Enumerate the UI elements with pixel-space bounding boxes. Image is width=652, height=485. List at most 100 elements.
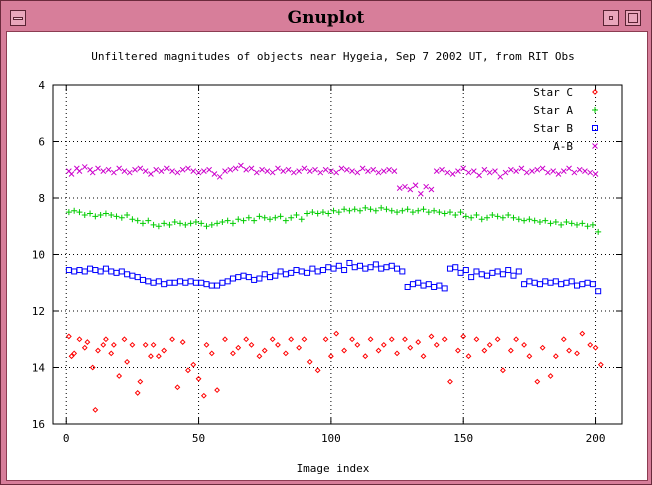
- legend-marker: [592, 125, 598, 131]
- data-point: [198, 220, 205, 227]
- data-point: [592, 344, 599, 351]
- data-point: [296, 168, 302, 175]
- data-point: [568, 220, 575, 227]
- data-point: [399, 207, 406, 214]
- window-menu-button[interactable]: [10, 10, 26, 26]
- y-tick-label: 12: [32, 305, 45, 318]
- data-point: [153, 166, 160, 173]
- data-point: [216, 173, 223, 180]
- data-point: [486, 341, 493, 348]
- data-point: [407, 186, 414, 193]
- data-point: [309, 265, 316, 272]
- data-point: [388, 262, 395, 269]
- data-point: [346, 259, 353, 266]
- data-point: [126, 169, 133, 176]
- data-point: [182, 279, 189, 286]
- data-point: [102, 265, 109, 272]
- data-point: [203, 341, 210, 348]
- data-point: [375, 347, 382, 354]
- series-star-c: [65, 330, 604, 413]
- grid: [53, 85, 622, 424]
- data-point: [179, 166, 186, 173]
- data-point: [211, 171, 218, 177]
- data-point: [552, 219, 559, 226]
- data-point: [142, 168, 149, 175]
- data-point: [129, 216, 136, 223]
- data-point: [121, 336, 128, 343]
- data-point: [330, 207, 337, 214]
- data-point: [399, 268, 406, 275]
- data-point: [367, 336, 374, 343]
- title-bar[interactable]: Gnuplot: [5, 5, 647, 29]
- data-point: [177, 278, 184, 285]
- data-point: [89, 364, 96, 371]
- y-tick-label: 16: [32, 418, 45, 431]
- data-point: [335, 262, 342, 269]
- data-point: [290, 169, 297, 176]
- data-point: [261, 214, 268, 221]
- data-point: [378, 265, 385, 272]
- y-tick-label: 4: [38, 79, 45, 92]
- data-point: [280, 168, 287, 175]
- data-point: [185, 367, 191, 374]
- data-point: [139, 276, 146, 283]
- data-point: [97, 268, 104, 275]
- data-point: [137, 378, 144, 385]
- data-point: [102, 210, 109, 217]
- data-point: [452, 264, 459, 271]
- data-point: [552, 278, 559, 285]
- maximize-button[interactable]: [625, 10, 641, 26]
- data-point: [441, 285, 448, 292]
- x-tick-label: 200: [586, 432, 606, 445]
- data-point: [81, 164, 88, 170]
- data-point: [341, 206, 348, 213]
- data-point: [325, 210, 332, 217]
- data-point: [378, 204, 385, 211]
- data-point: [486, 169, 493, 176]
- data-point: [518, 165, 525, 172]
- data-point: [584, 279, 591, 286]
- data-point: [84, 339, 91, 345]
- data-point: [293, 211, 300, 218]
- data-point: [301, 165, 308, 172]
- data-point: [447, 378, 453, 385]
- data-point: [116, 165, 123, 172]
- data-point: [248, 341, 255, 348]
- data-point: [293, 267, 300, 274]
- x-axis-label: Image index: [297, 462, 370, 475]
- data-point: [574, 350, 580, 357]
- data-point: [415, 279, 422, 286]
- data-point: [468, 214, 475, 221]
- data-point: [380, 168, 387, 175]
- data-point: [396, 185, 403, 191]
- data-point: [391, 168, 398, 175]
- data-point: [531, 279, 538, 286]
- data-point: [314, 367, 321, 374]
- data-point: [275, 165, 281, 172]
- data-point: [113, 269, 120, 276]
- data-point: [494, 336, 501, 343]
- data-point: [89, 169, 96, 176]
- menu-icon: [13, 17, 23, 20]
- y-tick-label: 6: [38, 136, 45, 149]
- data-point: [155, 353, 162, 360]
- data-point: [327, 353, 334, 360]
- data-point: [579, 281, 586, 288]
- data-point: [595, 228, 602, 235]
- data-point: [489, 269, 496, 276]
- data-point: [418, 190, 424, 197]
- data-point: [229, 220, 236, 227]
- data-point: [394, 350, 400, 357]
- minimize-button[interactable]: [603, 10, 619, 26]
- data-point: [349, 168, 355, 175]
- data-point: [566, 347, 572, 354]
- data-point: [407, 344, 414, 351]
- data-point: [190, 168, 197, 175]
- data-point: [449, 171, 456, 177]
- data-point: [587, 169, 594, 176]
- data-point: [338, 165, 345, 172]
- data-point: [195, 375, 202, 382]
- data-point: [457, 209, 464, 216]
- data-point: [224, 278, 231, 285]
